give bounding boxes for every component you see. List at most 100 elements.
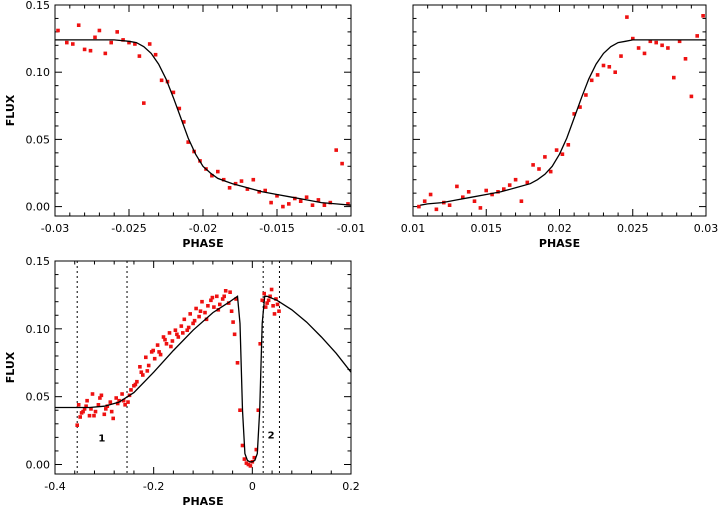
x-tick-label: -0.01 xyxy=(337,222,365,235)
data-point xyxy=(221,177,226,182)
data-point xyxy=(115,401,120,406)
data-point xyxy=(572,112,576,116)
data-point xyxy=(93,35,97,40)
data-point xyxy=(281,204,285,209)
data-point xyxy=(210,173,214,178)
data-point xyxy=(179,324,184,328)
data-point xyxy=(263,305,268,309)
data-point xyxy=(97,28,102,33)
y-axis-title: FLUX xyxy=(4,94,17,126)
x-tick-label: -0.025 xyxy=(111,222,146,235)
y-tick-label: 0.00 xyxy=(26,201,51,214)
data-point xyxy=(543,155,547,159)
data-point xyxy=(589,78,594,83)
data-point xyxy=(660,43,664,48)
data-point xyxy=(242,457,247,461)
data-point xyxy=(126,400,130,404)
y-tick-label: 0.15 xyxy=(26,255,51,268)
data-point xyxy=(666,46,670,50)
data-point xyxy=(181,331,185,335)
data-point xyxy=(203,310,207,315)
data-point xyxy=(87,413,92,418)
data-point xyxy=(105,404,110,408)
data-point xyxy=(461,195,465,199)
data-point xyxy=(235,361,240,365)
data-point xyxy=(167,331,172,335)
data-layer xyxy=(55,261,351,474)
data-point xyxy=(246,462,251,467)
data-point xyxy=(218,302,222,307)
data-point xyxy=(146,363,151,368)
data-point xyxy=(566,143,571,147)
data-point xyxy=(322,203,327,207)
data-point xyxy=(262,291,266,296)
data-point xyxy=(239,179,244,183)
data-point xyxy=(103,51,108,56)
data-point xyxy=(186,140,190,144)
data-point xyxy=(109,40,113,45)
data-point xyxy=(171,90,176,95)
data-point xyxy=(90,392,95,396)
data-point xyxy=(102,412,107,417)
data-point xyxy=(114,396,118,400)
data-point xyxy=(194,306,198,311)
data-point xyxy=(654,40,658,45)
data-point xyxy=(127,40,131,45)
data-point xyxy=(99,393,104,398)
data-point xyxy=(89,407,93,411)
data-point xyxy=(198,309,203,313)
data-point xyxy=(254,447,259,452)
data-point xyxy=(275,194,279,198)
data-point xyxy=(56,28,60,33)
data-point xyxy=(277,309,281,313)
data-point xyxy=(75,423,79,427)
data-point xyxy=(192,318,197,323)
y-tick-label: 0.10 xyxy=(26,66,51,79)
data-point xyxy=(613,70,617,74)
data-point xyxy=(293,196,297,201)
data-point xyxy=(240,443,245,448)
data-point xyxy=(231,320,235,324)
data-point xyxy=(287,202,291,206)
y-tick-label: 0.05 xyxy=(26,391,51,404)
data-point xyxy=(142,101,146,105)
x-tick-label: -0.4 xyxy=(44,480,65,493)
data-point xyxy=(82,407,87,411)
data-point xyxy=(631,36,635,41)
data-point xyxy=(222,294,226,299)
data-point xyxy=(340,161,344,166)
data-point xyxy=(145,369,150,373)
data-point xyxy=(115,30,119,34)
data-point xyxy=(274,297,278,301)
plot-frame xyxy=(54,4,352,217)
data-point xyxy=(233,181,238,186)
data-point xyxy=(200,299,204,304)
model-curve xyxy=(420,39,706,206)
data-point xyxy=(619,54,623,58)
data-point xyxy=(197,314,201,319)
data-point xyxy=(642,51,647,56)
data-point xyxy=(334,148,338,152)
data-point xyxy=(701,14,705,18)
data-layer xyxy=(55,23,351,209)
y-tick-label: 0.15 xyxy=(26,0,51,12)
x-axis-title: PHASE xyxy=(182,237,223,250)
data-point xyxy=(269,287,274,292)
x-axis-title: PHASE xyxy=(539,237,580,250)
data-point xyxy=(163,337,167,342)
data-point xyxy=(169,344,173,349)
data-point xyxy=(98,396,102,400)
data-point xyxy=(422,199,427,203)
data-point xyxy=(71,42,75,46)
data-point xyxy=(434,207,439,212)
data-point xyxy=(484,188,488,193)
data-point xyxy=(531,163,535,167)
data-point xyxy=(161,335,166,339)
data-point xyxy=(234,297,238,301)
data-point xyxy=(153,52,158,57)
data-point xyxy=(455,184,459,189)
data-point xyxy=(248,464,253,468)
data-point xyxy=(108,400,113,404)
data-point xyxy=(78,415,82,419)
data-point xyxy=(346,202,350,206)
